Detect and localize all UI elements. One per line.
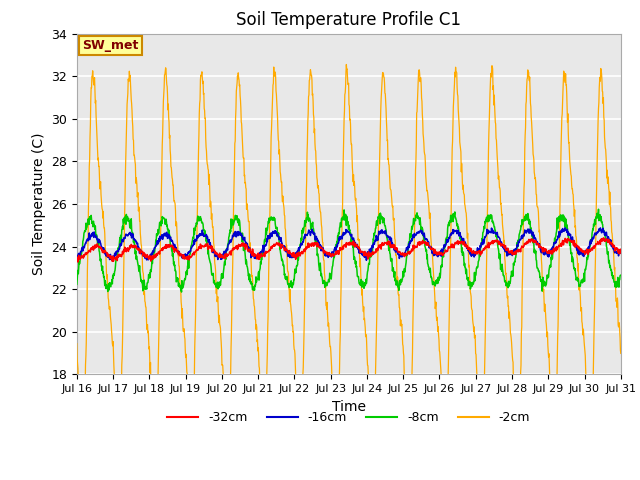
Title: Soil Temperature Profile C1: Soil Temperature Profile C1 — [236, 11, 461, 29]
Text: SW_met: SW_met — [82, 39, 139, 52]
Y-axis label: Soil Temperature (C): Soil Temperature (C) — [31, 133, 45, 275]
Legend: -32cm, -16cm, -8cm, -2cm: -32cm, -16cm, -8cm, -2cm — [162, 407, 536, 430]
X-axis label: Time: Time — [332, 400, 366, 414]
